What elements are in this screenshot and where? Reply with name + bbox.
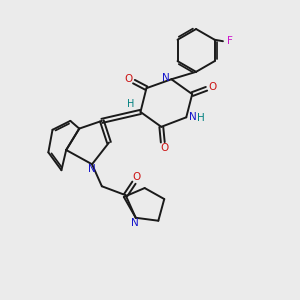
Text: H: H (127, 99, 135, 109)
Text: N: N (88, 164, 96, 174)
Text: N: N (131, 218, 139, 228)
Text: F: F (226, 36, 232, 46)
Text: O: O (133, 172, 141, 182)
Text: N: N (162, 73, 170, 83)
Text: O: O (160, 143, 168, 153)
Text: N: N (189, 112, 197, 122)
Text: O: O (208, 82, 217, 92)
Text: O: O (124, 74, 132, 84)
Text: H: H (197, 113, 204, 123)
